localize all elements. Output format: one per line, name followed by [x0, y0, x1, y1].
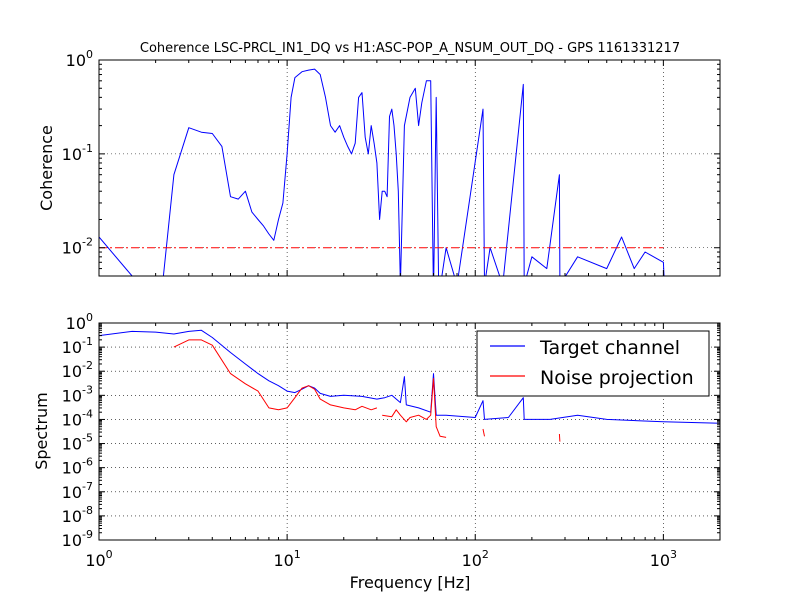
x-axis-label: Frequency [Hz]: [350, 573, 471, 592]
legend: Target channel Noise projection: [476, 330, 710, 397]
y-tick-label: 100: [66, 311, 93, 333]
series-line-0: [99, 329, 720, 424]
y-tick-label: 10-6: [62, 456, 93, 478]
top-y-axis-label: Coherence: [37, 125, 56, 211]
y-tick-label: 10-4: [62, 407, 93, 429]
y-tick-label: 10-1: [62, 142, 93, 164]
bottom-y-axis-label: Spectrum: [32, 392, 51, 470]
top-y-tick-labels: 100 10-1 10-2: [62, 48, 93, 258]
x-tick-labels: 100 101 102 103: [85, 548, 677, 570]
series-group: [99, 329, 720, 442]
y-tick-label: 10-2: [62, 359, 93, 381]
legend-box: [476, 330, 710, 397]
series-line-4: [558, 433, 561, 442]
y-tick-label: 10-9: [62, 528, 93, 550]
bottom-lines: [99, 329, 720, 442]
top-lines: [99, 68, 665, 276]
series-line-1: [173, 339, 378, 411]
legend-label-target-channel: Target channel: [539, 337, 680, 359]
y-tick-label: 10-5: [62, 432, 93, 454]
bottom-plot-frame: [98, 322, 721, 541]
bottom-ticks: [98, 322, 720, 541]
series-line-0: [99, 68, 665, 276]
series-line-2: [382, 378, 447, 438]
y-tick-label: 100: [66, 48, 93, 70]
series-line-3: [482, 428, 485, 437]
x-tick-label: 102: [462, 548, 489, 570]
legend-label-noise-projection: Noise projection: [540, 367, 694, 389]
y-tick-label: 10-3: [62, 383, 93, 405]
x-tick-label: 100: [85, 548, 112, 570]
series-group: [99, 68, 665, 276]
y-tick-label: 10-2: [62, 236, 93, 258]
y-tick-label: 10-8: [62, 504, 93, 526]
top-ticks: [98, 59, 720, 276]
x-tick-label: 101: [273, 548, 300, 570]
y-tick-label: 10-1: [62, 335, 93, 357]
top-grid: [99, 60, 720, 276]
top-chart-title: Coherence LSC-PRCL_IN1_DQ vs H1:ASC-POP_…: [140, 41, 680, 56]
y-tick-label: 10-7: [62, 480, 93, 502]
x-tick-label: 103: [650, 548, 677, 570]
